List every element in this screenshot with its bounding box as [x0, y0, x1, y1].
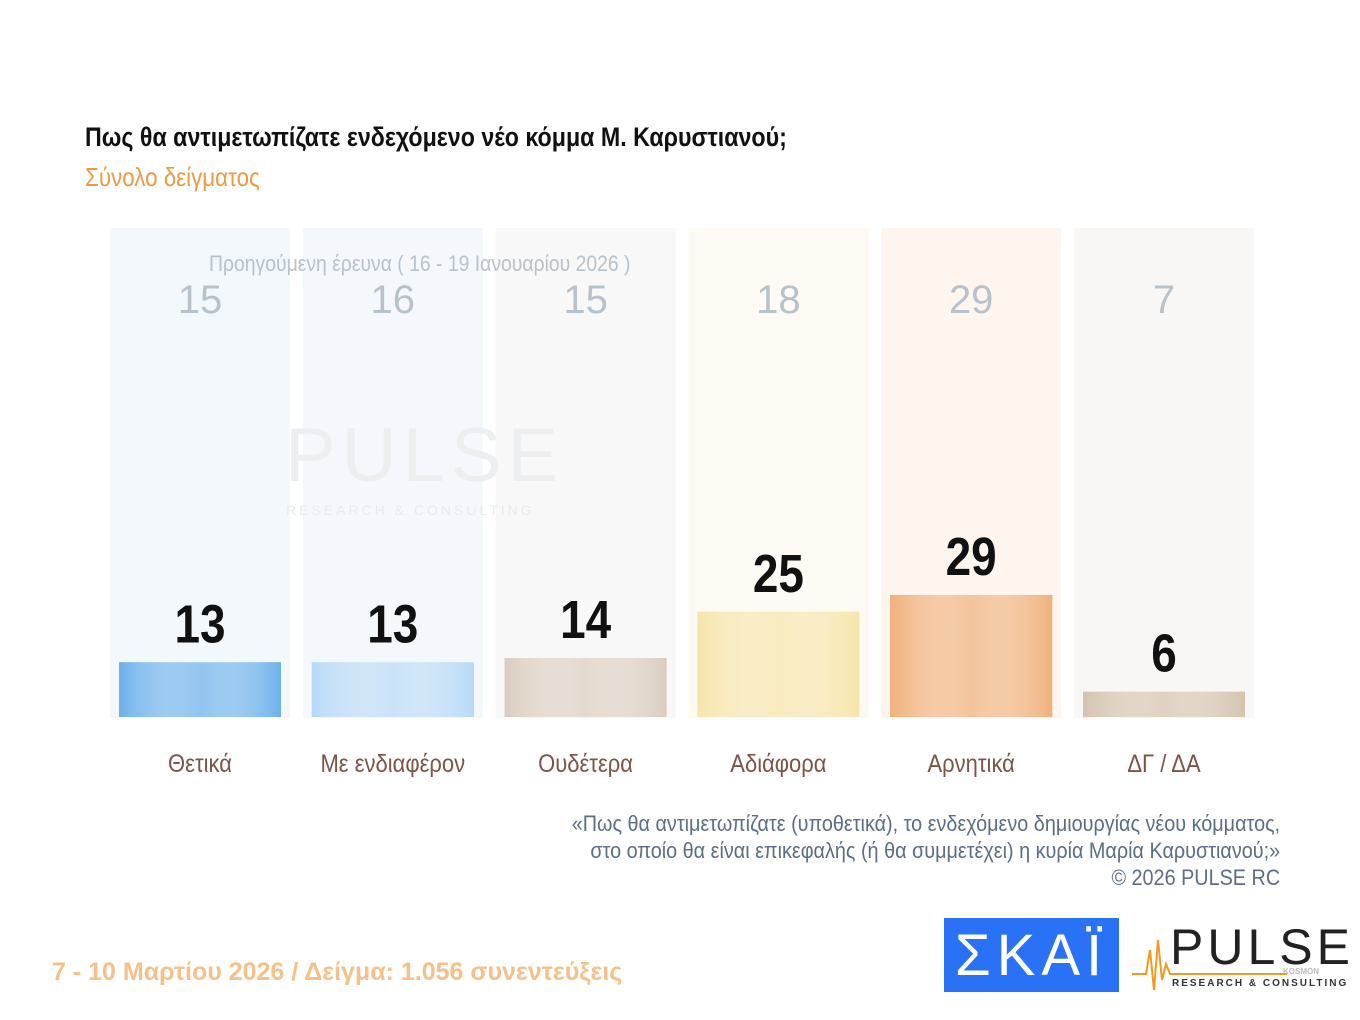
value-label: 6 [1151, 623, 1177, 683]
category-label: ΔΓ / ΔΑ [1127, 750, 1201, 778]
category-label: Αδιάφορα [730, 750, 826, 778]
pulse-logo: PULSE [1170, 919, 1354, 975]
bar-highlight [697, 611, 860, 717]
question-line-1: «Πως θα αντιμετωπίζατε (υποθετικά), το ε… [571, 811, 1280, 836]
category-label: Θετικά [168, 750, 232, 778]
bar-highlight [311, 662, 474, 717]
previous-value-label: 7 [1153, 278, 1175, 322]
value-label: 13 [174, 594, 225, 654]
previous-value-label: 15 [563, 278, 608, 322]
pulse-logo-kosmon: KOSMON [1283, 967, 1319, 976]
bar-highlight [1083, 691, 1245, 717]
pulse-logo-subtitle: RESEARCH & CONSULTING [1172, 978, 1349, 989]
question-text: «Πως θα αντιμετωπίζατε (υποθετικά), το ε… [572, 810, 1280, 891]
previous-value-label: 18 [756, 278, 801, 322]
watermark-logo: PULSE [285, 413, 565, 498]
value-label: 29 [946, 527, 997, 587]
watermark-subtitle: RESEARCH & CONSULTING [286, 502, 535, 518]
bar-highlight [890, 595, 1053, 717]
column-background [495, 228, 676, 718]
footer-survey-info: 7 - 10 Μαρτίου 2026 / Δείγμα: 1.056 συνε… [52, 958, 623, 986]
column-background [302, 228, 483, 718]
chart-title: Πως θα αντιμετωπίζατε ενδεχόμενο νέο κόμ… [85, 122, 787, 152]
bar-highlight [504, 658, 667, 717]
chart-subtitle: Σύνολο δείγματος [85, 162, 260, 192]
value-label: 13 [367, 594, 418, 654]
pulse-heartbeat-icon [1132, 939, 1287, 991]
bar-highlight [119, 662, 281, 717]
skai-logo: ΣΚΑΪ [944, 918, 1119, 992]
category-label: Αρνητικά [928, 750, 1015, 778]
previous-value-label: 16 [371, 278, 416, 322]
category-label: Με ενδιαφέρον [320, 750, 465, 778]
previous-value-label: 15 [178, 278, 223, 322]
column-background [1074, 228, 1254, 718]
value-label: 25 [753, 543, 804, 603]
bar-chart: 13 15 Θετικά 13 16 Με ενδιαφέρον 14 15 Ουδέτερα 2… [110, 228, 1254, 778]
question-line-2: στο οποίο θα είναι επικεφαλής (ή θα συμμ… [590, 838, 1280, 863]
previous-survey-note: Προηγούμενη έρευνα ( 16 - 19 Ιανουαρίου … [209, 251, 631, 276]
category-label: Ουδέτερα [538, 750, 633, 778]
value-label: 14 [560, 590, 611, 650]
previous-value-label: 29 [949, 278, 994, 322]
column-background [110, 228, 290, 718]
copyright: © 2026 PULSE RC [1111, 865, 1280, 890]
